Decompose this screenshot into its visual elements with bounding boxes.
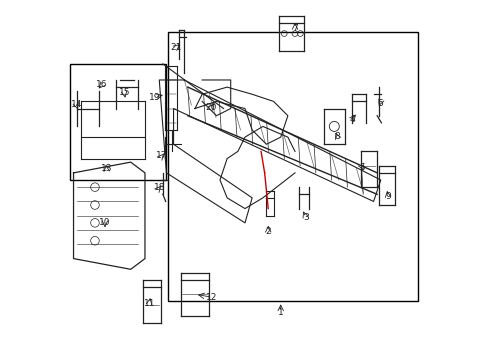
Text: 15: 15: [119, 88, 130, 97]
Text: 21: 21: [171, 42, 182, 51]
Text: 5: 5: [359, 163, 365, 172]
Text: 8: 8: [334, 132, 340, 141]
Bar: [168, 32, 418, 301]
Text: 11: 11: [144, 299, 155, 308]
Text: 19: 19: [149, 93, 161, 102]
Text: 12: 12: [206, 293, 218, 302]
Text: 3: 3: [303, 213, 309, 222]
Text: 16: 16: [97, 80, 108, 89]
Text: 6: 6: [377, 99, 383, 108]
Text: 18: 18: [153, 183, 165, 192]
Text: 9: 9: [385, 192, 391, 201]
Text: 14: 14: [71, 100, 82, 109]
Text: 2: 2: [266, 227, 271, 236]
Text: 4: 4: [349, 115, 355, 124]
Text: 10: 10: [99, 219, 111, 228]
Text: 13: 13: [100, 164, 112, 173]
Text: 1: 1: [278, 308, 284, 317]
Text: 20: 20: [205, 103, 217, 112]
Text: 7: 7: [292, 24, 298, 33]
Bar: [70, 64, 167, 180]
Text: 17: 17: [156, 151, 168, 160]
